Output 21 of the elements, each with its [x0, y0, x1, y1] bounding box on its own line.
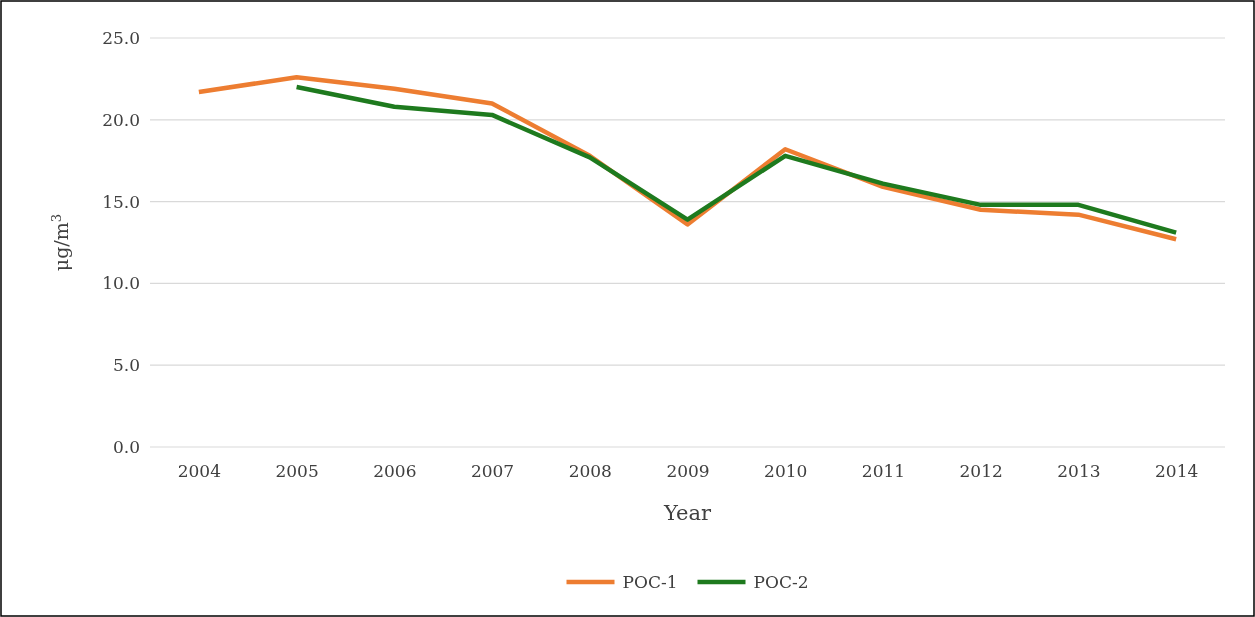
x-tick-label: 2007 — [470, 461, 515, 482]
x-tick-label: 2014 — [1155, 461, 1199, 482]
x-tick-label: 2013 — [1057, 461, 1101, 482]
y-tick-label: 10.0 — [102, 273, 140, 294]
y-tick-label: 20.0 — [102, 109, 140, 130]
x-tick-label: 2010 — [764, 461, 808, 482]
x-tick-label: 2012 — [959, 461, 1003, 482]
x-tick-label: 2008 — [568, 461, 612, 482]
legend-label: POC-2 — [753, 572, 809, 592]
x-tick-label: 2009 — [666, 461, 710, 482]
x-axis-title: Year — [662, 501, 712, 525]
line-series — [294, 84, 1179, 235]
y-tick-label: 25.0 — [102, 27, 140, 48]
legend-label: POC-1 — [622, 572, 678, 592]
y-tick-label: 0.0 — [112, 436, 140, 457]
x-tick-label: 2004 — [177, 461, 221, 482]
x-tick-label: 2006 — [373, 461, 417, 482]
y-tick-label: 15.0 — [102, 191, 140, 212]
x-tick-label: 2005 — [275, 461, 319, 482]
x-tick-label: 2011 — [861, 461, 906, 482]
y-tick-label: 5.0 — [112, 355, 140, 376]
